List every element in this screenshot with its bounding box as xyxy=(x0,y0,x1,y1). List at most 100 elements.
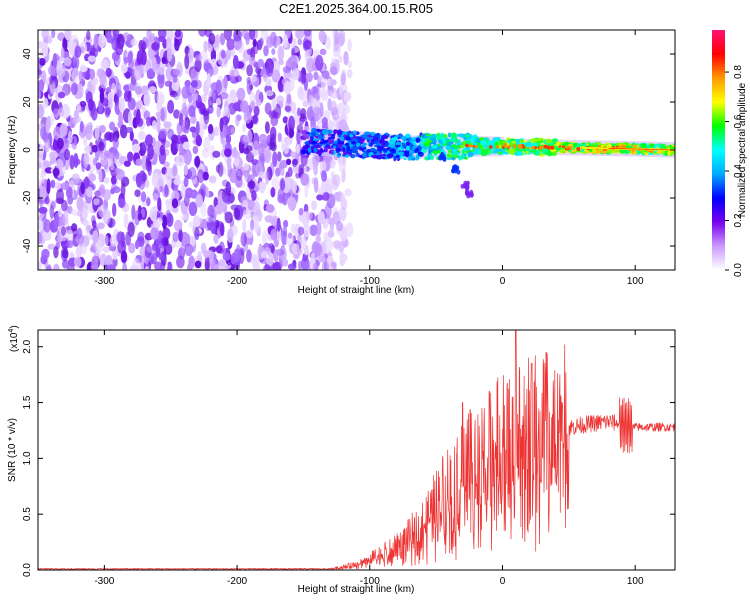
ridge-hotspot xyxy=(531,145,535,150)
ridge-cell xyxy=(465,141,471,145)
noise-speckle xyxy=(84,176,90,190)
noise-speckle xyxy=(125,71,131,80)
noise-speckle xyxy=(128,110,133,126)
noise-speckle xyxy=(71,82,78,96)
noise-speckle xyxy=(130,38,138,47)
noise-speckle xyxy=(56,235,64,243)
ridge-cell xyxy=(361,152,367,158)
noise-speckle xyxy=(152,192,159,202)
snr-series-line xyxy=(38,330,675,570)
noise-speckle xyxy=(298,89,308,102)
noise-speckle xyxy=(79,65,88,73)
ridge-cell xyxy=(425,133,432,137)
noise-speckle xyxy=(183,164,188,176)
ridge-halo xyxy=(371,132,375,158)
ridge-cell xyxy=(390,148,397,153)
noise-speckle xyxy=(286,158,292,165)
noise-speckle xyxy=(81,244,87,255)
noise-speckle xyxy=(135,158,143,167)
noise-speckle xyxy=(88,173,97,182)
noise-speckle xyxy=(148,86,157,94)
colorbar-gradient xyxy=(712,30,725,270)
noise-speckle xyxy=(193,93,199,102)
noise-speckle xyxy=(52,139,58,151)
ridge-cell xyxy=(480,140,487,146)
noise-speckle xyxy=(42,42,49,57)
noise-speckle xyxy=(184,54,190,70)
noise-speckle xyxy=(220,50,226,59)
ridge-cell xyxy=(535,138,542,142)
noise-speckle xyxy=(223,75,228,89)
noise-speckle xyxy=(291,101,297,114)
noise-speckle xyxy=(84,145,92,154)
noise-speckle xyxy=(291,67,300,81)
noise-speckle xyxy=(141,85,149,96)
noise-speckle xyxy=(99,69,105,80)
noise-speckle xyxy=(156,91,164,106)
noise-speckle xyxy=(140,255,145,270)
noise-speckle xyxy=(317,76,322,85)
noise-speckle xyxy=(222,126,227,139)
noise-speckle xyxy=(263,264,271,270)
noise-speckle xyxy=(81,103,86,112)
noise-speckle xyxy=(188,255,195,269)
noise-speckle xyxy=(260,251,268,259)
noise-speckle xyxy=(63,57,72,67)
noise-speckle xyxy=(313,177,319,193)
ridge-cell xyxy=(383,148,388,152)
noise-speckle xyxy=(94,124,100,141)
noise-speckle xyxy=(107,152,116,159)
noise-speckle xyxy=(245,145,253,152)
noise-speckle xyxy=(71,67,79,84)
noise-speckle xyxy=(100,155,108,167)
noise-speckle xyxy=(184,79,191,88)
ridge-halo xyxy=(303,126,307,155)
ridge-cell xyxy=(369,131,376,137)
noise-speckle xyxy=(195,193,204,208)
noise-speckle xyxy=(154,217,163,226)
ridge-hotspot xyxy=(527,147,530,150)
noise-speckle xyxy=(184,187,194,199)
noise-speckle xyxy=(97,33,106,49)
ridge-cell xyxy=(645,145,651,149)
noise-speckle xyxy=(172,231,179,243)
noise-speckle xyxy=(270,228,277,241)
spectrogram-x-ticks: -300 -200 -100 0 100 xyxy=(94,30,644,287)
ridge-hotspot xyxy=(474,145,478,149)
noise-speckle xyxy=(226,156,232,170)
noise-speckle xyxy=(194,226,200,241)
noise-speckle xyxy=(265,170,269,185)
ridge-cell xyxy=(572,143,577,148)
noise-speckle xyxy=(43,161,52,168)
noise-speckle xyxy=(207,43,213,53)
noise-speckle xyxy=(178,228,183,242)
noise-speckle xyxy=(215,34,221,44)
noise-speckle xyxy=(233,30,242,42)
noise-speckle xyxy=(92,230,99,244)
noise-speckle xyxy=(49,151,59,160)
noise-speckle xyxy=(157,197,162,212)
noise-speckle xyxy=(249,91,255,103)
noise-speckle xyxy=(112,186,121,194)
spectrogram-x-axis-title: Height of straight line (km) xyxy=(298,285,415,296)
noise-speckle xyxy=(242,199,248,208)
noise-speckle xyxy=(221,116,230,126)
noise-speckle xyxy=(107,264,116,270)
noise-speckle xyxy=(338,207,347,220)
ridge-cell xyxy=(393,155,397,162)
ridge-cell xyxy=(374,133,380,139)
ridge-cell xyxy=(352,150,359,154)
ridge-halo xyxy=(365,132,369,158)
noise-speckle xyxy=(156,117,161,133)
noise-speckle xyxy=(73,256,82,268)
noise-speckle xyxy=(127,51,133,64)
noise-speckle xyxy=(110,175,117,185)
noise-speckle xyxy=(54,181,62,190)
ridge-cell xyxy=(462,141,467,145)
noise-speckle xyxy=(300,108,307,120)
ridge-hotspot xyxy=(562,145,565,149)
ridge-cell xyxy=(405,133,411,138)
noise-speckle xyxy=(194,260,202,269)
noise-speckle xyxy=(192,145,199,155)
